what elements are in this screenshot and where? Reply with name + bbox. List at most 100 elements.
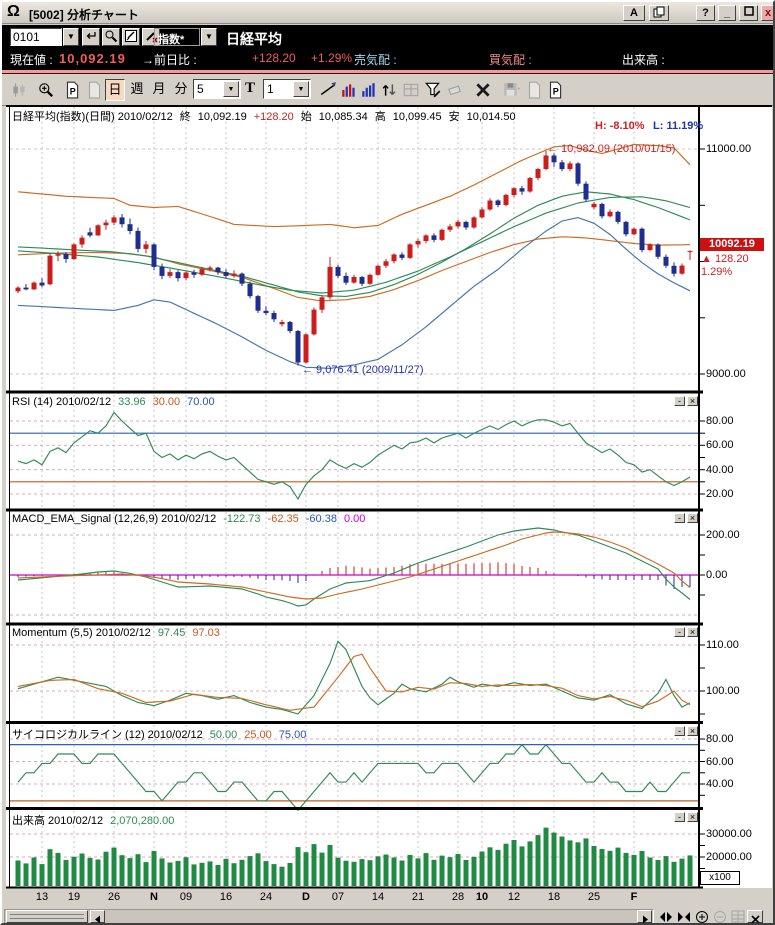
panel-header-value: MACD_EMA_Signal (12,26,9) 2010/02/12 — [12, 513, 217, 525]
tick-select-arrow[interactable]: ▼ — [293, 81, 309, 97]
minimize-button[interactable]: _ — [718, 5, 736, 21]
tick-label: T — [245, 80, 256, 96]
app-logo-icon: Ω — [7, 3, 20, 20]
delete-button[interactable] — [472, 78, 494, 102]
volume-bar — [119, 855, 125, 886]
period-day-button[interactable]: 日 — [105, 79, 125, 101]
candle-body — [23, 287, 29, 290]
close-panel-button[interactable] — [747, 910, 763, 923]
page-button-disabled — [84, 78, 104, 102]
volume-bar — [479, 851, 485, 886]
prev-diff-label: →前日比 : — [142, 53, 197, 67]
maximize-button[interactable] — [739, 5, 758, 21]
edit-button[interactable] — [122, 28, 140, 46]
candle-body — [71, 244, 77, 259]
save-button-disabled — [500, 78, 522, 102]
shrink-bars-button[interactable] — [675, 909, 692, 923]
panel-minimize-button[interactable]: - — [674, 396, 685, 406]
candle-chart-button[interactable] — [8, 78, 30, 102]
panel-minimize-button[interactable]: - — [674, 627, 685, 637]
x-axis-label: 24 — [259, 891, 273, 903]
panel-minimize-button[interactable]: - — [674, 812, 685, 822]
x-axis-label: 21 — [411, 891, 425, 903]
font-button[interactable]: A — [623, 5, 645, 21]
enter-button[interactable] — [82, 28, 100, 46]
volume-bar — [183, 857, 189, 886]
filter-edit-button[interactable] — [422, 78, 444, 102]
code-dropdown-button[interactable]: ▼ — [63, 28, 79, 46]
volume-bar — [159, 858, 165, 886]
volume-bar — [79, 853, 85, 886]
updown-arrows-button[interactable] — [378, 78, 400, 102]
new-page-button[interactable]: P — [62, 78, 82, 102]
volume-bar — [47, 849, 53, 886]
candle-body — [223, 272, 229, 276]
panel-close-button[interactable]: × — [687, 627, 698, 637]
candle-body — [319, 297, 325, 310]
horizontal-scrollbar[interactable] — [4, 909, 654, 923]
scroll-left-button[interactable] — [90, 910, 105, 923]
candle-body — [95, 225, 101, 236]
panel-close-button[interactable]: × — [687, 726, 698, 736]
panel-header-value: 日経平均(指数)(日間) 2010/02/12 — [12, 111, 173, 123]
panel-header-value: 10,014.50 — [466, 111, 516, 123]
pen-off-button[interactable] — [142, 28, 160, 46]
current-price-label: 現在値 : — [10, 53, 53, 67]
code-input[interactable] — [10, 28, 62, 46]
volume-bar — [263, 861, 269, 886]
x-axis-label: 26 — [107, 891, 121, 903]
panel-header-value: 安 — [448, 111, 460, 123]
zoom-button[interactable] — [35, 78, 57, 102]
scroll-right-button[interactable] — [637, 910, 652, 923]
volume-bar — [87, 857, 93, 886]
volume-bar — [623, 852, 629, 886]
volume-bar — [303, 852, 309, 886]
volume-bar — [111, 847, 117, 886]
volume-bar — [599, 849, 605, 886]
volume-bar — [31, 857, 37, 886]
bar-chart-button[interactable] — [358, 78, 380, 102]
category-dropdown-button[interactable]: ▼ — [201, 28, 217, 46]
period-month-button[interactable]: 月 — [152, 81, 166, 96]
copy-window-button[interactable] — [649, 5, 669, 21]
category-select[interactable]: 指数* — [154, 28, 200, 46]
scrollbar-thumb[interactable] — [6, 910, 88, 923]
candle-body — [287, 322, 293, 331]
close-button[interactable]: x — [761, 5, 773, 21]
bar-chart-icon — [362, 83, 375, 97]
panel-close-button[interactable]: × — [687, 812, 698, 822]
volume-bar — [495, 849, 501, 886]
candle-body — [599, 203, 605, 217]
minute-select-arrow[interactable]: ▼ — [223, 81, 239, 97]
compare-chart-button[interactable] — [338, 78, 360, 102]
panel-minimize-button[interactable]: - — [674, 513, 685, 523]
volume-bar — [151, 851, 157, 886]
candle-body — [623, 221, 629, 235]
period-minute-button[interactable]: 分 — [174, 81, 188, 96]
zoom-in-button[interactable] — [693, 909, 710, 923]
save-page-button[interactable]: P — [544, 78, 566, 102]
panel-header-value: 97.03 — [192, 627, 220, 639]
trendline-button[interactable] — [317, 78, 339, 102]
volume-bar — [343, 860, 349, 886]
expand-bars-button[interactable] — [657, 909, 674, 923]
volume-bar — [431, 859, 437, 886]
volume-bar — [367, 860, 373, 886]
panel-close-button[interactable]: × — [687, 396, 698, 406]
panel-close-button[interactable]: × — [687, 513, 698, 523]
help-button[interactable]: ? — [696, 5, 715, 21]
volume-bar — [55, 852, 61, 886]
volume-bar — [15, 860, 21, 886]
tick-select[interactable]: 1 ▼ — [263, 79, 311, 99]
panel-minimize-button[interactable]: - — [674, 726, 685, 736]
volume-bar — [615, 847, 621, 886]
enter-icon — [86, 32, 96, 39]
volume-bar — [319, 852, 325, 886]
candle-body — [55, 254, 61, 256]
minute-select[interactable]: 5 ▼ — [193, 79, 241, 99]
period-week-button[interactable]: 週 — [130, 81, 144, 96]
candle-body — [535, 169, 541, 178]
candle-body — [455, 221, 461, 227]
volume-bar — [23, 863, 29, 886]
search-button[interactable] — [102, 28, 120, 46]
